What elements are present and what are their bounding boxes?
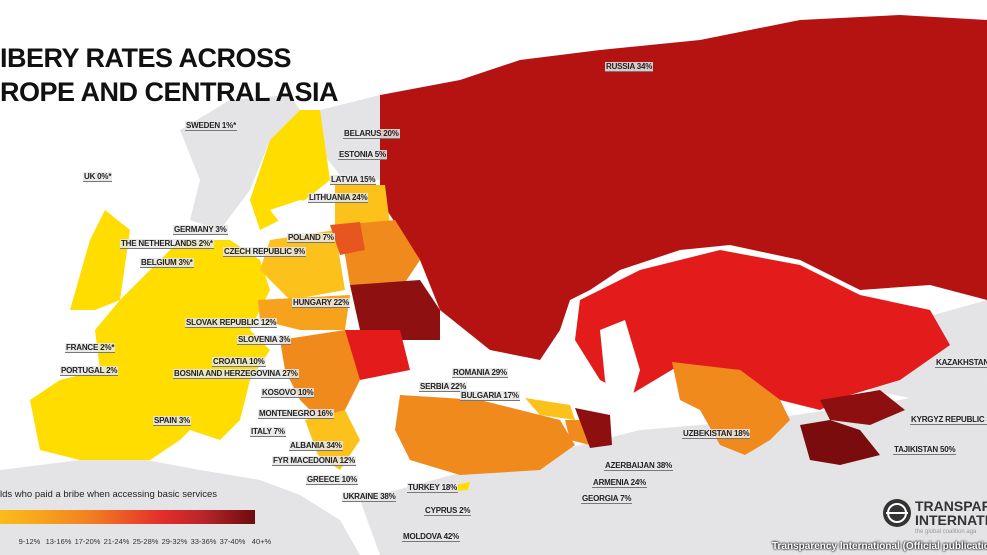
legend-title: lds who paid a bribe when accessing basi… [0, 489, 218, 500]
map-title-line2: ROPE AND CENTRAL ASIA [0, 77, 339, 107]
country-label: CZECH REPUBLIC 9% [223, 247, 307, 257]
image-credit: Transparency International (Official pub… [772, 541, 987, 552]
country-label: POLAND 7% [287, 233, 335, 243]
logo-line2: INTERNATI [915, 512, 987, 528]
country-label: CYPRUS 2% [424, 506, 472, 516]
country-label: SWEDEN 1%* [185, 121, 238, 131]
country-label: MONTENEGRO 16% [258, 409, 334, 419]
country-label: ARMENIA 24% [592, 478, 648, 488]
sea-caspian [600, 320, 640, 410]
country-label: ROMANIA 29% [452, 368, 508, 378]
logo-text: TRANSPAR INTERNATI [915, 499, 987, 527]
region-turkey [395, 395, 575, 475]
country-label: ESTONIA 5% [338, 150, 387, 160]
region-baltics [335, 185, 390, 225]
country-label: UZBEKISTAN 18% [682, 429, 751, 439]
country-label: THE NETHERLANDS 2%* [120, 239, 214, 249]
region-uk [70, 210, 130, 310]
region-kazakhstan [575, 250, 950, 410]
country-label: UKRAINE 38% [342, 492, 397, 502]
legend-tick [0, 537, 15, 546]
region-georgia [525, 398, 575, 420]
country-label: CROATIA 10% [212, 357, 266, 367]
country-label: KYRGYZ REPUBLIC 38% [910, 415, 987, 425]
region-greece [305, 410, 360, 470]
region-lithuania [330, 222, 365, 255]
country-label: AZERBAIJAN 38% [604, 461, 673, 471]
legend-tick: 21-24% [103, 537, 130, 546]
country-label: TAJIKISTAN 50% [893, 445, 957, 455]
region-ukraine [350, 280, 440, 340]
country-label: RUSSIA 34% [605, 62, 654, 72]
country-label: SLOVAK REPUBLIC 12% [185, 318, 278, 328]
region-tajikistan [800, 420, 880, 465]
country-label: GEORGIA 7% [581, 494, 633, 504]
country-label: LITHUANIA 24% [308, 193, 369, 203]
country-label: ITALY 7% [250, 427, 286, 437]
country-label: MOLDOVA 42% [402, 532, 461, 542]
country-label: BELARUS 20% [343, 129, 400, 139]
legend-tick: 13-16% [45, 537, 72, 546]
legend-tick: 33-36% [190, 537, 217, 546]
country-label: SPAIN 3% [153, 416, 192, 426]
country-label: ALBANIA 34% [289, 441, 343, 451]
legend-tick: 40+% [251, 537, 272, 546]
region-sweden-finland [250, 110, 330, 230]
country-label: BOSNIA AND HERZEGOVINA 27% [173, 369, 299, 379]
legend-tick: 37-40% [219, 537, 246, 546]
legend-ticks: 9-12% 13-16% 17-20% 21-24% 25-28% 29-32%… [0, 537, 276, 546]
country-label: SLOVENIA 3% [237, 335, 292, 345]
legend-tick: 25-28% [132, 537, 159, 546]
legend-tick: 29-32% [161, 537, 188, 546]
region-azerbaijan [575, 408, 612, 448]
region-uzbekistan [672, 362, 790, 455]
country-label: SERBIA 22% [419, 382, 468, 392]
logo-line1: TRANSPAR [915, 498, 987, 514]
legend-color-scale [0, 510, 255, 524]
country-label: KAZAKHSTAN 29% [935, 358, 987, 368]
region-western-europe [30, 240, 270, 460]
country-label: GERMANY 3% [173, 225, 228, 235]
country-label: BULGARIA 17% [460, 391, 520, 401]
country-label: BELGIUM 3%* [140, 258, 194, 268]
country-label: TURKEY 18% [407, 483, 458, 493]
region-cyprus [455, 482, 470, 491]
land-north-africa [0, 455, 360, 555]
region-kyrgyz [820, 390, 905, 425]
map-title-line1: IBERY RATES ACROSS [0, 43, 292, 73]
country-label: FRANCE 2%* [65, 343, 116, 353]
country-label: FYR MACEDONIA 12% [272, 456, 357, 466]
region-romania [340, 330, 410, 380]
logo-tagline: the global coalition aga [915, 529, 977, 535]
country-label: PORTUGAL 2% [60, 366, 119, 376]
transparency-logo-icon [883, 499, 911, 527]
country-label: GREECE 10% [306, 475, 359, 485]
region-russia [380, 15, 987, 360]
sea-baltic [270, 200, 330, 235]
country-label: LATVIA 15% [330, 175, 377, 185]
legend-tick: 9-12% [18, 537, 41, 546]
country-label: KOSOVO 10% [261, 388, 315, 398]
legend-tick: 17-20% [74, 537, 101, 546]
country-label: UK 0%* [83, 172, 113, 182]
country-label: HUNGARY 22% [292, 298, 351, 308]
